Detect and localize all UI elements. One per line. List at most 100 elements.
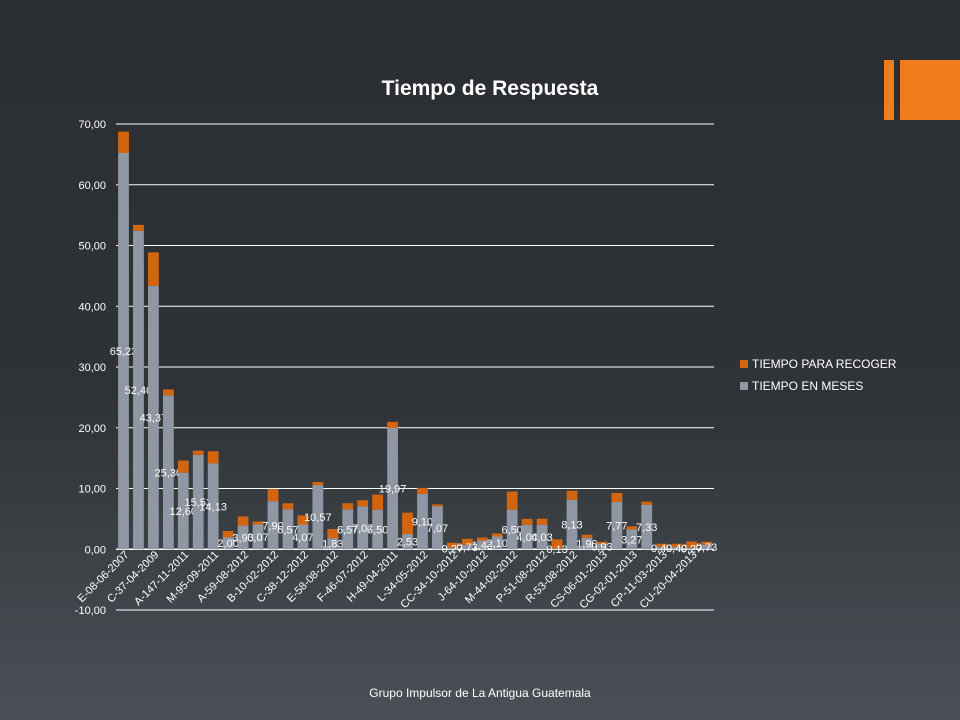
bar-tiempo-recoger [237, 516, 249, 526]
bar-tiempo-recoger [282, 503, 294, 510]
bar-tiempo-recoger [476, 537, 488, 541]
y-tick-label: -10,00 [75, 605, 106, 617]
bar-value-label: 15,53 [184, 497, 212, 509]
decorative-accent-bars [884, 60, 960, 120]
bar-tiempo-recoger [207, 451, 219, 464]
bar-tiempo-recoger [192, 450, 204, 455]
bar-value-label: 6,57 [277, 524, 298, 536]
bar-value-label: 7,77 [606, 521, 627, 533]
bar-value-label: 0,13 [546, 544, 567, 556]
bar-tiempo-recoger [686, 541, 697, 548]
bar-tiempo-meses [282, 509, 294, 550]
bar-tiempo-meses [536, 524, 548, 550]
bar-tiempo-recoger [596, 541, 608, 544]
bar-tiempo-meses [491, 536, 503, 550]
bar-value-label: 65,23 [110, 346, 138, 358]
bar-tiempo-meses [118, 152, 129, 550]
bar-tiempo-recoger [342, 503, 354, 510]
bar-tiempo-meses [417, 493, 428, 550]
accent-bar-wide [900, 60, 960, 120]
bar-tiempo-recoger [417, 487, 428, 494]
bar-tiempo-meses [297, 524, 309, 550]
bar-tiempo-recoger [267, 489, 279, 502]
bar-tiempo-meses [387, 427, 398, 550]
y-tick-label: 10,00 [78, 484, 106, 496]
bar-value-label: 0,40 [666, 543, 687, 555]
bar-tiempo-meses [641, 504, 653, 550]
bar-value-label: 2,00 [217, 538, 238, 550]
bar-value-label: 19,97 [379, 484, 407, 496]
bar-tiempo-meses [267, 501, 279, 550]
bar-value-label: 6,50 [501, 525, 522, 537]
bar-tiempo-recoger [252, 521, 264, 525]
bar-tiempo-recoger [312, 481, 324, 486]
bar-value-label: 25,30 [155, 467, 183, 479]
y-tick-label: 40,00 [78, 301, 106, 313]
bar-value-label: 6,50 [367, 525, 388, 537]
bar-tiempo-meses [566, 499, 578, 550]
bar-value-label: 0,93 [591, 541, 612, 553]
bar-value-label: 2,53 [397, 537, 418, 549]
bar-tiempo-meses [581, 537, 593, 550]
bar-value-label: 9,10 [412, 517, 433, 529]
bar-tiempo-meses [342, 509, 354, 550]
bar-tiempo-recoger [402, 512, 413, 534]
bar-tiempo-meses [446, 547, 458, 550]
bar-tiempo-recoger [536, 518, 548, 525]
bar-value-label: 3,90 [232, 532, 253, 544]
bar-tiempo-meses [207, 463, 219, 550]
bar-value-label: 6,57 [337, 524, 358, 536]
bar-tiempo-meses [147, 285, 159, 550]
bar-value-label: 14,13 [199, 501, 227, 513]
bar-value-label: 10,57 [304, 512, 332, 524]
bar-tiempo-recoger [506, 491, 518, 510]
legend-item-meses: TIEMPO EN MESES [740, 375, 896, 397]
bar-tiempo-meses [596, 543, 608, 550]
legend-swatch-meses [740, 382, 748, 390]
bar-value-label: 12,60 [170, 506, 198, 518]
bar-tiempo-recoger [671, 543, 683, 547]
chart-legend: TIEMPO PARA RECOGER TIEMPO EN MESES [740, 353, 896, 397]
bar-tiempo-recoger [641, 501, 653, 505]
bar-tiempo-recoger [701, 541, 712, 545]
bar-value-label: 0,73 [696, 542, 717, 554]
bar-tiempo-recoger [566, 490, 578, 500]
bar-tiempo-recoger [461, 538, 473, 545]
bar-value-label: 7,90 [262, 520, 283, 532]
bar-tiempo-recoger [387, 421, 398, 428]
bar-tiempo-meses [177, 472, 189, 550]
bar-tiempo-meses [357, 506, 369, 550]
bar-value-label: 8,13 [561, 520, 582, 532]
bar-value-label: 0,73 [457, 542, 478, 554]
bar-tiempo-meses [551, 548, 563, 550]
bar-tiempo-meses [327, 538, 339, 550]
bar-value-label: 0,27 [442, 543, 463, 555]
bar-tiempo-meses [626, 529, 638, 550]
bar-tiempo-recoger [491, 533, 503, 537]
bar-tiempo-recoger [297, 515, 309, 525]
bar-tiempo-recoger [581, 534, 593, 538]
bar-tiempo-meses [237, 525, 249, 550]
bar-tiempo-meses [671, 546, 683, 550]
bar-tiempo-meses [133, 230, 144, 550]
bar-tiempo-recoger [147, 252, 159, 286]
legend-label-meses: TIEMPO EN MESES [752, 379, 864, 393]
bar-value-label: 3,07 [247, 532, 268, 544]
bar-value-label: 2,10 [487, 538, 508, 550]
bar-tiempo-recoger [133, 224, 144, 231]
bar-value-label: 3,27 [621, 534, 642, 546]
bar-value-label: 1,90 [576, 538, 597, 550]
bar-value-label: 4,00 [516, 532, 537, 544]
bar-value-label: 0,40 [651, 543, 672, 555]
bar-value-label: 7,07 [427, 523, 448, 535]
bar-tiempo-recoger [551, 539, 563, 549]
y-tick-label: 60,00 [78, 180, 106, 192]
y-tick-label: 70,00 [78, 119, 106, 131]
y-tick-label: 50,00 [78, 241, 106, 253]
bar-value-label: 4,03 [531, 532, 552, 544]
bar-tiempo-recoger [162, 389, 174, 396]
y-tick-label: 20,00 [78, 423, 106, 435]
bar-tiempo-meses [402, 533, 413, 550]
bar-tiempo-meses [476, 540, 488, 550]
